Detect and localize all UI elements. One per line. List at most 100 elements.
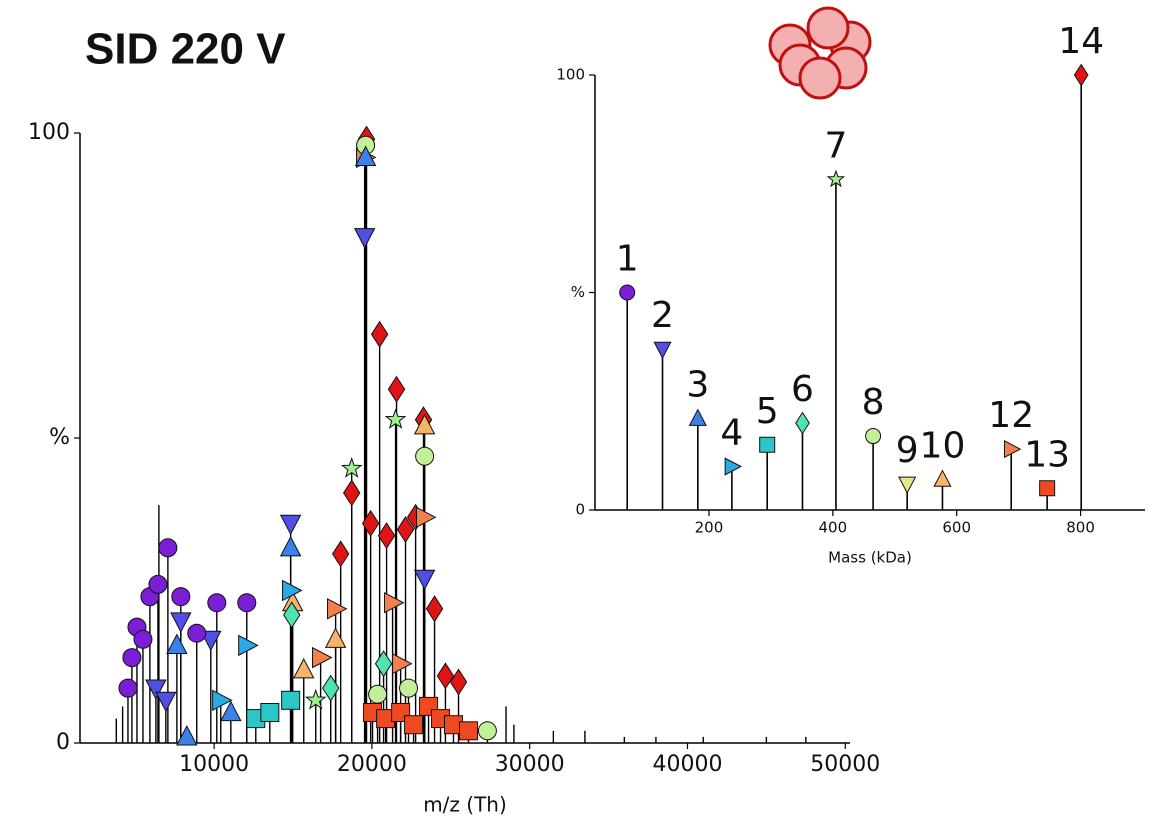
peak-label: 12 bbox=[988, 395, 1034, 436]
marker bbox=[279, 514, 302, 536]
marker bbox=[377, 522, 396, 550]
marker bbox=[207, 593, 227, 613]
marker bbox=[1073, 63, 1089, 87]
x-tick-label: 30000 bbox=[495, 752, 565, 777]
x-tick-label: 600 bbox=[942, 519, 971, 537]
marker bbox=[158, 538, 178, 558]
marker bbox=[212, 689, 233, 712]
peak-label: 3 bbox=[686, 365, 709, 406]
marker bbox=[436, 662, 455, 690]
peak-label: 8 bbox=[862, 382, 885, 423]
x-tick-label: 800 bbox=[1066, 519, 1095, 537]
marker bbox=[118, 678, 138, 698]
marker bbox=[449, 668, 468, 696]
marker bbox=[166, 633, 188, 654]
marker bbox=[898, 476, 917, 494]
marker bbox=[374, 650, 393, 678]
marker bbox=[399, 678, 419, 698]
marker bbox=[238, 634, 259, 657]
x-tick-label: 10000 bbox=[179, 752, 249, 777]
marker bbox=[404, 715, 424, 735]
x-tick-label: 40000 bbox=[652, 752, 722, 777]
marker bbox=[237, 593, 257, 613]
marker bbox=[1039, 480, 1056, 497]
marker bbox=[1003, 440, 1022, 459]
marker bbox=[425, 595, 444, 623]
marker bbox=[413, 569, 436, 591]
x-tick-label: 20000 bbox=[337, 752, 407, 777]
marker bbox=[293, 657, 315, 679]
marker bbox=[688, 408, 707, 426]
marker bbox=[133, 629, 153, 649]
peak-label: 4 bbox=[720, 413, 743, 454]
marker bbox=[148, 574, 168, 594]
marker bbox=[340, 457, 363, 478]
y-tick-label: % bbox=[571, 283, 585, 301]
marker bbox=[281, 690, 301, 710]
peak-label: 5 bbox=[756, 391, 779, 432]
marker bbox=[176, 725, 198, 746]
marker bbox=[304, 688, 327, 710]
peak-label: 1 bbox=[616, 239, 639, 280]
marker bbox=[387, 375, 406, 403]
marker bbox=[384, 408, 407, 429]
peak-label: 6 bbox=[791, 369, 814, 410]
marker bbox=[283, 601, 301, 629]
marker bbox=[170, 612, 192, 633]
marker bbox=[383, 591, 405, 614]
chart-title: SID 220 V bbox=[85, 25, 286, 74]
marker bbox=[619, 284, 636, 301]
marker bbox=[343, 479, 361, 507]
x-tick-label: 50000 bbox=[810, 752, 880, 777]
peak-label: 14 bbox=[1058, 21, 1104, 62]
peak-label: 9 bbox=[896, 430, 919, 471]
marker bbox=[724, 457, 742, 476]
x-tick-label: 200 bbox=[695, 519, 724, 537]
x-tick-label: 400 bbox=[819, 519, 848, 537]
marker bbox=[759, 436, 776, 453]
marker bbox=[370, 320, 389, 348]
marker bbox=[795, 411, 810, 435]
y-tick-label: 100 bbox=[28, 120, 70, 145]
marker bbox=[282, 579, 303, 602]
marker bbox=[413, 413, 436, 435]
marker bbox=[416, 506, 437, 529]
marker bbox=[354, 145, 377, 166]
marker bbox=[415, 446, 435, 466]
y-tick-label: % bbox=[49, 425, 70, 450]
marker bbox=[322, 674, 340, 702]
marker bbox=[353, 228, 376, 249]
marker bbox=[312, 646, 333, 669]
marker bbox=[392, 652, 413, 675]
marker bbox=[396, 515, 415, 544]
marker bbox=[171, 587, 191, 607]
marker bbox=[324, 627, 347, 648]
marker bbox=[653, 341, 672, 360]
peak-label: 10 bbox=[920, 426, 966, 467]
marker bbox=[458, 721, 478, 741]
marker bbox=[477, 721, 497, 741]
x-axis-label: Mass (kDa) bbox=[828, 549, 912, 567]
marker bbox=[187, 623, 207, 643]
marker bbox=[331, 540, 350, 568]
marker bbox=[279, 535, 302, 557]
y-tick-label: 100 bbox=[556, 66, 585, 84]
marker bbox=[865, 428, 882, 445]
y-tick-label: 0 bbox=[56, 730, 70, 755]
x-axis-label: m/z (Th) bbox=[423, 793, 507, 817]
marker bbox=[361, 509, 380, 537]
marker bbox=[145, 679, 167, 700]
marker bbox=[327, 598, 348, 620]
marker bbox=[826, 169, 846, 188]
marker bbox=[260, 703, 280, 722]
marker bbox=[933, 469, 952, 487]
peak-label: 7 bbox=[824, 125, 847, 166]
marker bbox=[122, 648, 142, 668]
marker bbox=[368, 684, 388, 704]
y-tick-label: 0 bbox=[575, 501, 585, 519]
peak-label: 13 bbox=[1024, 434, 1070, 475]
marker bbox=[220, 700, 242, 722]
protein-icon bbox=[768, 6, 872, 100]
peak-label: 2 bbox=[651, 295, 674, 336]
